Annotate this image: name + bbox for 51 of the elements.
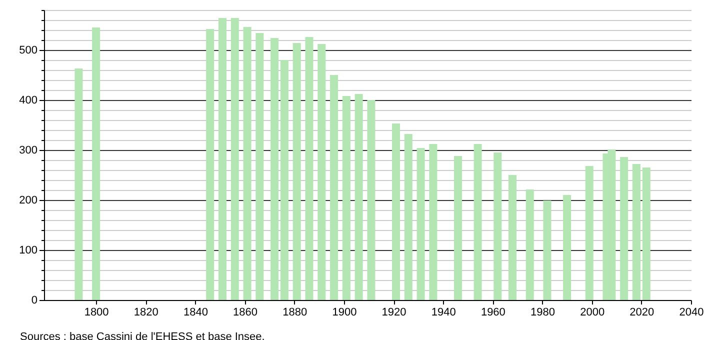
bar — [354, 94, 363, 300]
bar — [454, 156, 462, 300]
x-tick-label: 1940 — [431, 306, 456, 318]
bar — [256, 33, 264, 300]
bar — [508, 175, 517, 300]
bar — [404, 134, 412, 300]
x-tick-label: 2000 — [580, 306, 605, 318]
x-tick-label: 1840 — [183, 306, 208, 318]
x-tick-label: 1960 — [480, 306, 506, 318]
bar — [563, 195, 572, 300]
bar — [642, 168, 650, 300]
bar — [330, 75, 338, 300]
x-tick-label: 1980 — [530, 306, 556, 318]
bar — [270, 38, 279, 300]
bar — [243, 27, 252, 300]
y-tick-label: 0 — [31, 294, 38, 306]
x-tick-label: 1820 — [134, 306, 158, 318]
bar — [429, 144, 438, 300]
bar — [474, 144, 482, 300]
bar — [318, 44, 326, 300]
y-tick-label: 100 — [19, 244, 38, 256]
bar — [292, 43, 301, 300]
bar — [620, 157, 628, 300]
x-tick-label: 1920 — [382, 306, 406, 318]
x-tick-label: 2020 — [630, 306, 654, 318]
bar — [494, 152, 502, 300]
bar — [392, 124, 400, 300]
x-tick-label: 1860 — [233, 306, 258, 318]
bar — [280, 60, 288, 300]
bar — [526, 190, 534, 300]
x-tick-label: 1880 — [282, 306, 308, 318]
bar — [92, 28, 100, 300]
source-note: Sources : base Cassini de l'EHESS et base Insee. — [20, 331, 265, 340]
bar — [305, 37, 314, 300]
bar — [74, 68, 83, 300]
x-tick-label: 1900 — [332, 306, 357, 318]
y-tick-label: 400 — [19, 94, 38, 106]
y-tick-label: 500 — [19, 44, 38, 56]
bar — [543, 200, 552, 300]
y-tick-label: 300 — [19, 144, 38, 156]
bar — [367, 100, 376, 300]
bar — [342, 96, 350, 300]
bar — [206, 29, 214, 300]
bar — [416, 148, 425, 300]
bar — [632, 164, 640, 300]
x-tick-label: 2040 — [679, 306, 704, 318]
y-tick-label: 200 — [19, 194, 38, 206]
bar — [230, 18, 239, 300]
bar — [585, 166, 594, 300]
bar — [218, 18, 226, 300]
x-tick-label: 1800 — [84, 306, 109, 318]
